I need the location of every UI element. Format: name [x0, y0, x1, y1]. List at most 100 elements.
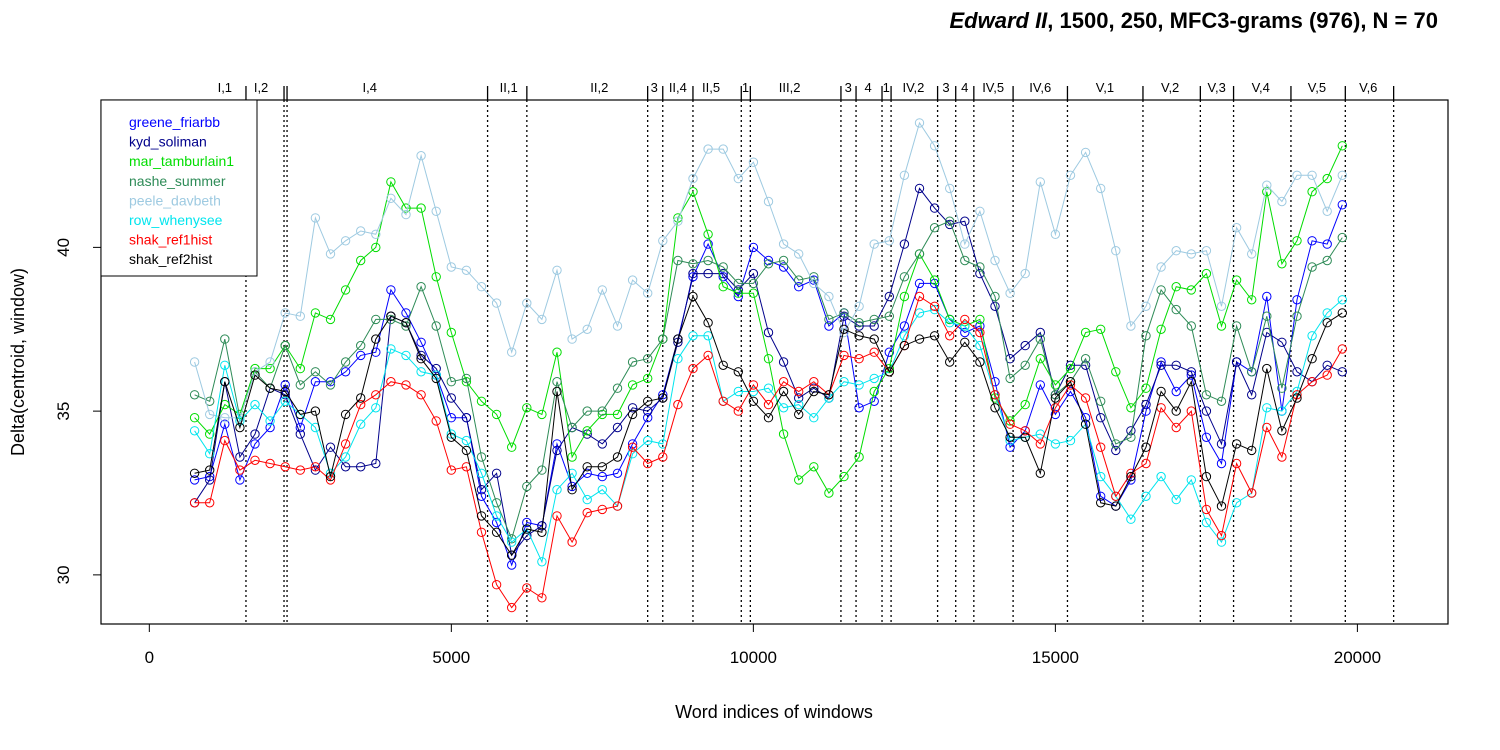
act-label: IV,2: [902, 80, 924, 95]
data-point-greene_friarbb: [507, 560, 517, 570]
data-point-peele_davbeth: [673, 216, 683, 226]
data-point-peele_davbeth: [325, 249, 336, 259]
data-point-mar_tamburlain1: [416, 203, 426, 213]
data-point-peele_davbeth: [476, 282, 487, 292]
data-point-row_whenysee: [461, 435, 472, 446]
data-point-kyd_soliman: [1201, 406, 1212, 416]
data-point-shak_ref2hist: [748, 396, 759, 406]
data-point-row_whenysee: [582, 494, 592, 505]
data-point-greene_friarbb: [1337, 200, 1348, 210]
data-point-nashe_summer: [794, 275, 804, 285]
act-label: III,2: [779, 80, 801, 95]
data-point-peele_davbeth: [960, 239, 970, 249]
data-point-row_whenysee: [899, 331, 910, 341]
data-point-kyd_soliman: [869, 321, 879, 331]
data-point-shak_ref2hist: [1216, 501, 1227, 511]
data-point-peele_davbeth: [899, 170, 910, 181]
data-point-greene_friarbb: [1216, 458, 1227, 469]
data-point-mar_tamburlain1: [1096, 324, 1106, 334]
data-point-mar_tamburlain1: [386, 177, 396, 187]
data-point-greene_friarbb: [899, 321, 910, 331]
data-point-greene_friarbb: [265, 422, 275, 433]
data-point-shak_ref2hist: [869, 334, 879, 344]
data-point-shak_ref1hist: [945, 331, 955, 341]
data-point-greene_friarbb: [1005, 442, 1015, 452]
data-point-greene_friarbb: [189, 475, 200, 485]
data-point-row_whenysee: [945, 318, 955, 328]
data-point-greene_friarbb: [416, 337, 426, 347]
data-point-shak_ref2hist: [960, 337, 970, 347]
legend-entry-shak_ref1hist: shak_ref1hist: [129, 232, 212, 248]
data-point-shak_ref2hist: [1231, 439, 1242, 449]
data-point-shak_ref2hist: [1005, 432, 1015, 442]
data-point-nashe_summer: [1171, 304, 1181, 315]
data-point-shak_ref1hist: [673, 399, 683, 410]
data-point-nashe_summer: [703, 255, 713, 266]
data-point-shak_ref1hist: [1080, 393, 1091, 403]
data-point-shak_ref1hist: [1171, 422, 1181, 433]
data-point-kyd_soliman: [1020, 340, 1030, 351]
data-point-row_whenysee: [929, 304, 940, 315]
data-point-nashe_summer: [582, 406, 592, 416]
data-point-mar_tamburlain1: [1005, 416, 1015, 426]
data-point-mar_tamburlain1: [401, 203, 411, 213]
data-point-row_whenysee: [1126, 514, 1136, 524]
data-point-shak_ref1hist: [431, 416, 441, 426]
data-point-greene_friarbb: [1292, 295, 1302, 305]
data-point-row_whenysee: [476, 468, 487, 478]
data-point-shak_ref2hist: [491, 527, 502, 537]
data-point-mar_tamburlain1: [1307, 187, 1317, 197]
data-point-row_whenysee: [688, 331, 698, 341]
data-point-peele_davbeth: [416, 151, 426, 161]
y-tick-label: 30: [54, 565, 73, 584]
data-point-mar_tamburlain1: [552, 347, 562, 357]
data-point-kyd_soliman: [295, 429, 305, 439]
data-point-mar_tamburlain1: [537, 409, 547, 420]
data-point-kyd_soliman: [990, 301, 1000, 311]
data-point-nashe_summer: [1201, 390, 1212, 400]
data-point-peele_davbeth: [1096, 183, 1106, 194]
data-point-row_whenysee: [794, 399, 804, 410]
data-point-peele_davbeth: [356, 226, 366, 236]
data-point-greene_friarbb: [1186, 370, 1197, 380]
data-point-row_whenysee: [1065, 435, 1076, 446]
x-tick-label: 20000: [1334, 648, 1381, 667]
data-point-greene_friarbb: [869, 396, 879, 406]
data-point-kyd_soliman: [431, 363, 441, 374]
data-point-shak_ref1hist: [416, 390, 426, 400]
data-point-mar_tamburlain1: [824, 488, 834, 498]
legend-entry-shak_ref2hist: shak_ref2hist: [129, 251, 212, 267]
data-point-greene_friarbb: [401, 308, 411, 318]
data-point-shak_ref1hist: [220, 435, 230, 446]
data-point-shak_ref1hist: [1231, 458, 1242, 469]
data-point-peele_davbeth: [703, 144, 713, 154]
data-point-row_whenysee: [1201, 517, 1212, 528]
data-point-kyd_soliman: [1096, 413, 1106, 423]
data-point-mar_tamburlain1: [1065, 363, 1076, 374]
data-point-peele_davbeth: [1005, 288, 1015, 298]
data-point-row_whenysee: [386, 344, 396, 354]
data-point-row_whenysee: [1277, 406, 1287, 416]
data-point-shak_ref2hist: [1201, 471, 1212, 482]
data-point-nashe_summer: [416, 282, 426, 292]
data-point-mar_tamburlain1: [673, 213, 683, 223]
data-point-mar_tamburlain1: [1337, 141, 1348, 151]
data-point-mar_tamburlain1: [627, 380, 638, 390]
data-point-greene_friarbb: [914, 278, 925, 289]
data-point-kyd_soliman: [416, 350, 426, 361]
data-point-shak_ref1hist: [1020, 426, 1030, 436]
data-point-row_whenysee: [1096, 471, 1106, 482]
data-point-nashe_summer: [1292, 311, 1302, 321]
legend-entry-nashe_summer: nashe_summer: [129, 173, 226, 189]
data-point-mar_tamburlain1: [612, 409, 623, 420]
data-point-kyd_soliman: [703, 268, 713, 279]
data-point-shak_ref1hist: [612, 501, 623, 511]
data-point-nashe_summer: [1020, 360, 1030, 370]
data-point-shak_ref1hist: [1050, 403, 1061, 413]
data-point-nashe_summer: [476, 452, 487, 462]
data-point-shak_ref1hist: [1307, 377, 1317, 387]
data-point-kyd_soliman: [340, 462, 351, 472]
data-point-greene_friarbb: [960, 327, 970, 338]
data-point-nashe_summer: [914, 249, 925, 259]
data-point-greene_friarbb: [1322, 239, 1332, 249]
